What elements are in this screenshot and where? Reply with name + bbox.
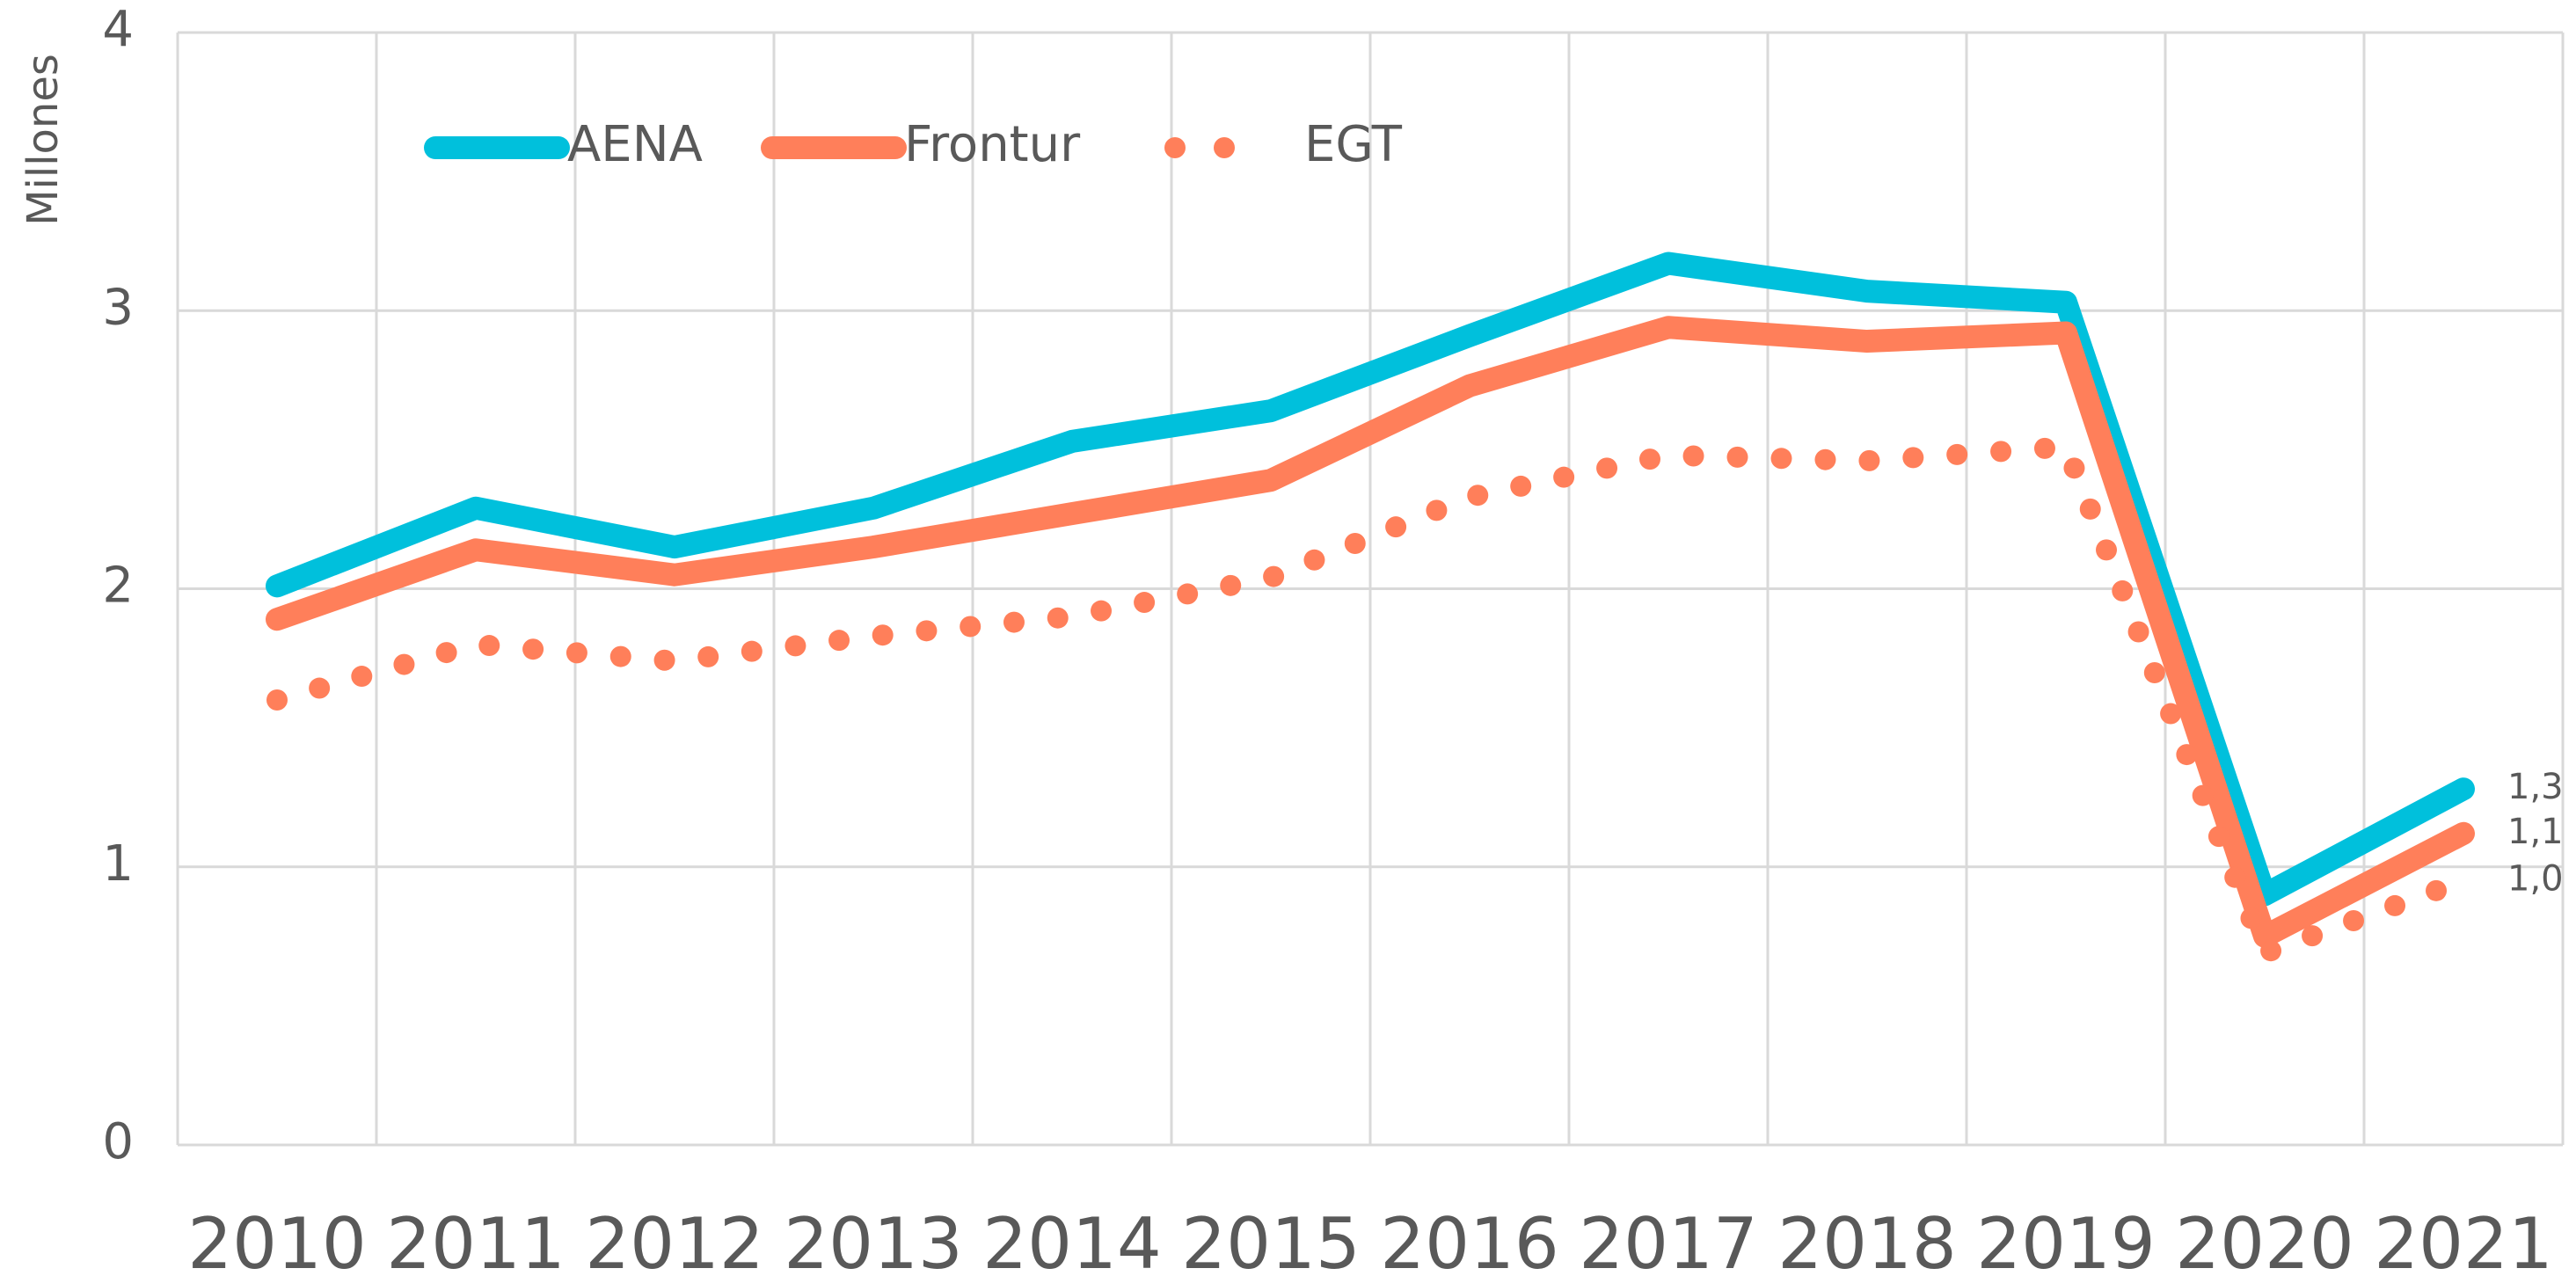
y-tick-label: 3 <box>102 279 134 336</box>
x-tick-label: 2017 <box>1579 1203 1758 1283</box>
x-tick-label: 2014 <box>982 1203 1162 1283</box>
x-tick-label: 2015 <box>1181 1203 1361 1283</box>
x-tick-label: 2018 <box>1777 1203 1957 1283</box>
x-tick-label: 2016 <box>1380 1203 1559 1283</box>
y-tick-label: 2 <box>102 558 134 615</box>
x-tick-label: 2013 <box>784 1203 963 1283</box>
data-label: 1,1 <box>2507 812 2564 852</box>
y-tick-label: 4 <box>102 1 134 58</box>
x-tick-label: 2011 <box>386 1203 566 1283</box>
legend-label: EGT <box>1304 116 1403 173</box>
data-label: 1,3 <box>2507 767 2564 807</box>
series-line <box>266 316 2475 948</box>
y-axis-label: Millones <box>18 54 68 226</box>
x-tick-label: 2010 <box>187 1203 367 1283</box>
x-tick-label: 2012 <box>585 1203 764 1283</box>
x-tick-label: 2020 <box>2175 1203 2354 1283</box>
x-tick-label: 2019 <box>1976 1203 2156 1283</box>
x-tick-label: 2021 <box>2374 1203 2553 1283</box>
y-tick-label: 1 <box>102 835 134 893</box>
data-label: 1,0 <box>2507 859 2564 900</box>
legend-label: AENA <box>567 116 703 173</box>
y-tick-label: 0 <box>102 1113 134 1170</box>
legend-label: Frontur <box>904 116 1081 173</box>
